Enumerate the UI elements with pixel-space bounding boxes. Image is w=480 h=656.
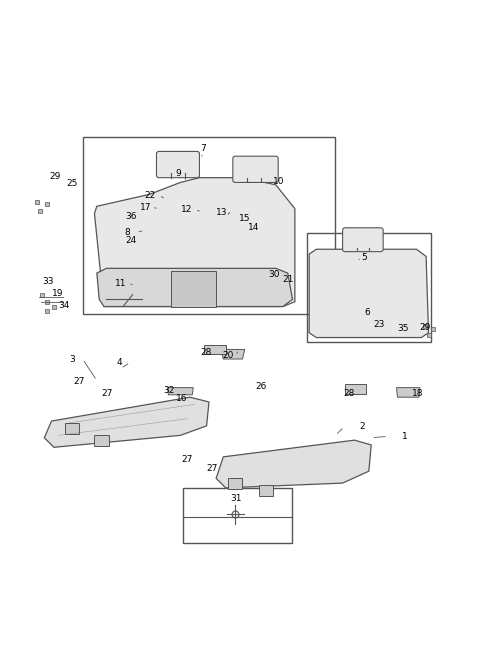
Text: 8: 8 xyxy=(124,228,130,237)
Text: 7: 7 xyxy=(200,144,205,153)
Text: 25: 25 xyxy=(66,179,78,188)
Text: 1: 1 xyxy=(402,432,408,441)
Polygon shape xyxy=(97,268,292,306)
Text: 27: 27 xyxy=(73,377,85,386)
FancyBboxPatch shape xyxy=(233,156,278,182)
FancyBboxPatch shape xyxy=(156,152,199,178)
Polygon shape xyxy=(309,249,429,338)
Text: 29: 29 xyxy=(420,323,431,331)
Text: 10: 10 xyxy=(274,176,285,186)
Text: 36: 36 xyxy=(125,213,137,221)
Text: 32: 32 xyxy=(164,386,175,396)
Text: 14: 14 xyxy=(248,223,259,232)
Text: 20: 20 xyxy=(222,351,234,360)
Polygon shape xyxy=(171,271,216,306)
Text: 5: 5 xyxy=(361,253,367,262)
Bar xyxy=(183,488,292,543)
Text: 15: 15 xyxy=(239,214,251,223)
Text: 4: 4 xyxy=(117,358,122,367)
Bar xyxy=(228,478,242,489)
Text: 13: 13 xyxy=(216,208,228,217)
Text: 29: 29 xyxy=(49,172,60,181)
Text: 11: 11 xyxy=(115,279,126,288)
Text: 16: 16 xyxy=(176,394,188,403)
Bar xyxy=(259,485,274,496)
Bar xyxy=(65,423,79,434)
Text: 2: 2 xyxy=(359,422,364,431)
Text: 30: 30 xyxy=(269,270,280,279)
Text: 33: 33 xyxy=(42,277,54,286)
Text: 12: 12 xyxy=(181,205,192,214)
Polygon shape xyxy=(95,178,295,306)
Text: 27: 27 xyxy=(206,464,218,473)
FancyBboxPatch shape xyxy=(343,228,383,252)
Bar xyxy=(95,436,109,446)
Polygon shape xyxy=(396,388,420,397)
Bar xyxy=(83,137,336,314)
Bar xyxy=(307,233,431,342)
Text: 34: 34 xyxy=(59,300,70,310)
Polygon shape xyxy=(216,440,371,488)
Text: 22: 22 xyxy=(144,191,156,200)
Polygon shape xyxy=(221,350,245,359)
Text: 21: 21 xyxy=(282,275,293,284)
Text: 3: 3 xyxy=(69,354,75,363)
Text: 19: 19 xyxy=(52,289,63,298)
Polygon shape xyxy=(345,384,366,394)
Text: 35: 35 xyxy=(397,325,409,333)
Text: 28: 28 xyxy=(200,348,211,358)
Text: 9: 9 xyxy=(175,169,181,178)
Polygon shape xyxy=(44,397,209,447)
Polygon shape xyxy=(168,388,193,395)
Text: 23: 23 xyxy=(373,319,385,329)
Text: 31: 31 xyxy=(230,495,242,503)
Text: 28: 28 xyxy=(343,390,355,398)
Text: 27: 27 xyxy=(102,389,113,398)
Text: 17: 17 xyxy=(140,203,151,212)
Text: 27: 27 xyxy=(181,455,192,464)
Text: 6: 6 xyxy=(364,308,370,318)
Text: 18: 18 xyxy=(412,390,423,398)
Text: 26: 26 xyxy=(256,382,267,391)
Polygon shape xyxy=(204,344,226,354)
Text: 24: 24 xyxy=(126,236,137,245)
